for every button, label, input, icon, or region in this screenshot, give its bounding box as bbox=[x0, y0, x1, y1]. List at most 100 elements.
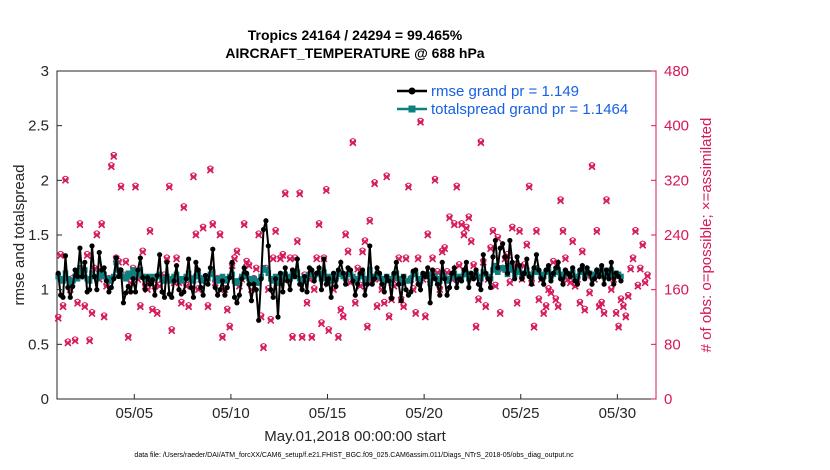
totalspread-marker bbox=[96, 270, 103, 277]
obs-assimilated-marker bbox=[489, 228, 497, 236]
obs-assimilated-marker bbox=[308, 333, 316, 342]
rmse-marker bbox=[212, 284, 218, 291]
obs-assimilated-marker bbox=[339, 313, 347, 321]
rmse-marker bbox=[379, 281, 385, 287]
rmse-marker bbox=[427, 300, 433, 306]
rmse-marker bbox=[188, 284, 194, 291]
obs-assimilated-marker bbox=[636, 265, 644, 273]
rmse-marker bbox=[60, 294, 66, 300]
rmse-marker bbox=[193, 259, 199, 265]
rmse-marker bbox=[205, 281, 211, 287]
rmse-marker bbox=[434, 281, 441, 287]
totalspread-marker bbox=[236, 278, 243, 284]
rmse-marker bbox=[330, 270, 337, 276]
obs-assimilated-marker bbox=[569, 238, 577, 246]
rmse-marker bbox=[289, 267, 296, 273]
obs-assimilated-marker bbox=[172, 255, 181, 263]
obs-assimilated-marker bbox=[189, 173, 198, 181]
y-axis-label-right: # of obs: o=possible; ×=assimilated bbox=[698, 118, 715, 353]
obs-assimilated-marker bbox=[226, 323, 234, 331]
y-left-tick-label: 3 bbox=[41, 63, 49, 80]
rmse-marker bbox=[277, 270, 284, 276]
rmse-marker bbox=[584, 265, 590, 271]
rmse-marker bbox=[55, 270, 61, 276]
rmse-marker bbox=[536, 267, 542, 273]
obs-assimilated-marker bbox=[146, 228, 154, 236]
obs-assimilated-marker bbox=[402, 255, 410, 263]
y-right-tick-label: 160 bbox=[664, 282, 689, 299]
totalspread-marker bbox=[209, 269, 216, 275]
rmse-marker bbox=[461, 267, 467, 273]
obs-assimilated-marker bbox=[513, 299, 521, 307]
obs-assimilated-marker bbox=[83, 251, 91, 260]
rmse-marker bbox=[96, 249, 102, 256]
obs-assimilated-marker bbox=[59, 303, 67, 311]
totalspread-marker bbox=[287, 275, 293, 282]
totalspread-marker bbox=[265, 270, 272, 277]
obs-assimilated-marker bbox=[385, 313, 393, 321]
obs-assimilated-marker bbox=[400, 303, 408, 311]
rmse-marker bbox=[299, 287, 305, 293]
chart-title-line2: AIRCRAFT_TEMPERATURE @ 688 hPa bbox=[225, 45, 484, 61]
totalspread-marker bbox=[67, 281, 74, 287]
rmse-marker bbox=[340, 270, 346, 276]
obs-assimilated-marker bbox=[288, 333, 297, 342]
obs-assimilated-marker bbox=[581, 306, 589, 314]
rmse-marker bbox=[374, 265, 380, 271]
rmse-marker bbox=[480, 252, 486, 258]
obs-assimilated-marker bbox=[315, 221, 323, 229]
rmse-marker bbox=[487, 284, 494, 291]
rmse-marker bbox=[113, 255, 119, 261]
rmse-marker bbox=[74, 273, 81, 280]
rmse-marker bbox=[111, 276, 117, 282]
rmse-marker bbox=[328, 294, 334, 300]
obs-assimilated-marker bbox=[245, 262, 253, 270]
rmse-marker bbox=[369, 281, 375, 287]
rmse-marker bbox=[258, 276, 264, 282]
totalspread-marker bbox=[125, 270, 132, 277]
obs-assimilated-marker bbox=[153, 310, 161, 318]
rmse-marker bbox=[292, 273, 298, 280]
rmse-marker bbox=[519, 276, 525, 282]
y-left-tick-label: 1 bbox=[41, 282, 49, 299]
obs-assimilated-marker bbox=[547, 289, 555, 297]
rmse-marker bbox=[263, 218, 269, 224]
obs-assimilated-marker bbox=[477, 139, 485, 147]
obs-assimilated-marker bbox=[624, 292, 632, 301]
rmse-marker bbox=[248, 298, 255, 304]
rmse-marker bbox=[483, 270, 489, 276]
obs-assimilated-marker bbox=[269, 255, 277, 263]
obs-assimilated-marker bbox=[298, 333, 306, 342]
rmse-marker bbox=[183, 276, 189, 282]
obs-assimilated-marker bbox=[535, 296, 543, 304]
rmse-marker bbox=[352, 292, 358, 298]
rmse-marker bbox=[524, 256, 530, 262]
obs-assimilated-marker bbox=[607, 286, 615, 294]
rmse-marker bbox=[502, 254, 508, 260]
obs-assimilated-marker bbox=[445, 214, 454, 222]
rmse-marker bbox=[473, 267, 479, 273]
y-right-tick-label: 240 bbox=[664, 227, 689, 244]
rmse-marker bbox=[422, 273, 428, 280]
rmse-marker bbox=[207, 265, 213, 271]
rmse-marker bbox=[543, 267, 549, 273]
rmse-marker bbox=[231, 294, 238, 300]
rmse-marker bbox=[219, 278, 226, 284]
rmse-marker bbox=[215, 292, 221, 298]
rmse-marker bbox=[582, 276, 588, 282]
rmse-marker bbox=[393, 259, 399, 265]
x-tick-label: 05/20 bbox=[405, 405, 443, 422]
obs-assimilated-marker bbox=[358, 248, 367, 256]
obs-assimilated-marker bbox=[100, 313, 108, 321]
obs-assimilated-marker bbox=[561, 255, 569, 263]
rmse-marker bbox=[376, 270, 383, 276]
obs-assimilated-marker bbox=[255, 231, 263, 239]
obs-assimilated-marker bbox=[412, 310, 420, 318]
rmse-marker bbox=[253, 287, 259, 293]
obs-assimilated-marker bbox=[334, 333, 342, 342]
obs-assimilated-marker bbox=[344, 248, 352, 256]
totalspread-marker bbox=[507, 262, 513, 269]
rmse-marker bbox=[236, 292, 242, 298]
rmse-marker bbox=[171, 278, 177, 284]
obs-assimilated-marker bbox=[272, 228, 280, 236]
